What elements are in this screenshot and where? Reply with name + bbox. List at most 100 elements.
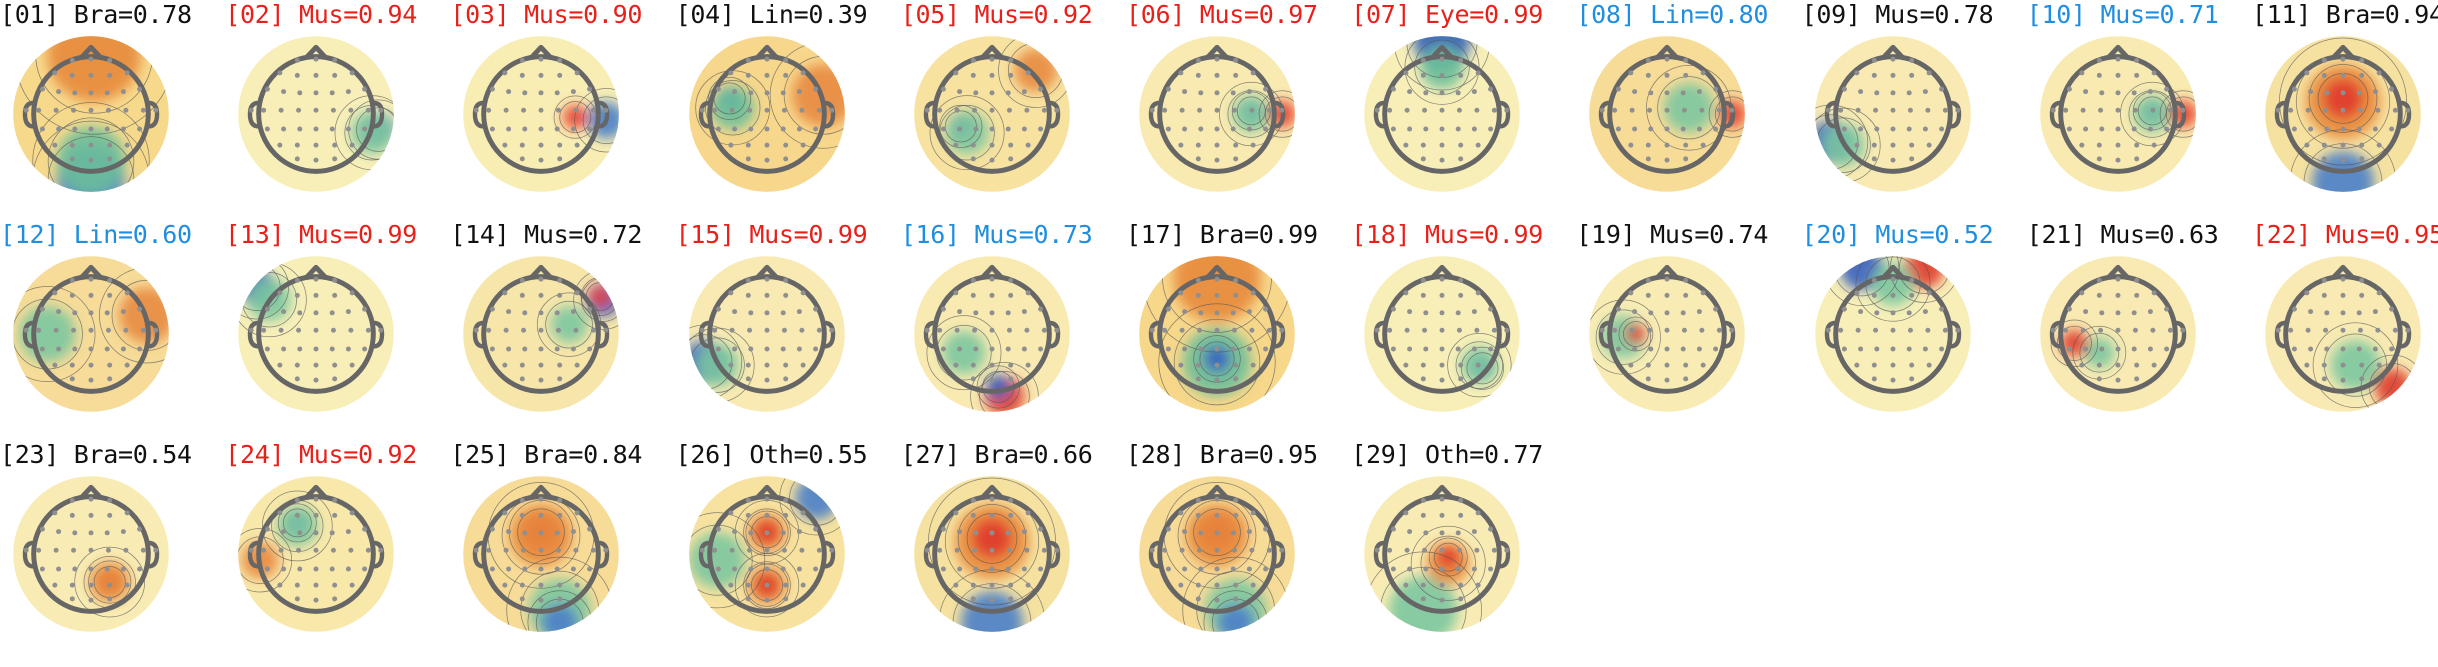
electrode-dot — [1439, 547, 1445, 553]
component-cell: [24] Mus=0.92 — [225, 440, 450, 650]
electrode-dot — [1024, 547, 1030, 553]
electrode-dot — [1488, 566, 1494, 572]
right-ear-outline — [2400, 100, 2412, 129]
electrode-dot — [538, 377, 544, 383]
nose-outline — [980, 264, 1004, 280]
electrode-dot — [153, 327, 159, 333]
component-cell: [27] Bra=0.66 — [901, 440, 1126, 650]
electrode-dot — [1246, 566, 1252, 572]
electrode-dot — [2096, 57, 2102, 63]
electrode-dot — [1616, 306, 1622, 312]
electrode-dot — [490, 86, 496, 92]
electrode-dot — [1681, 126, 1687, 132]
electrode-dot — [924, 107, 930, 113]
electrode-dot — [123, 327, 129, 333]
topomap — [13, 476, 169, 632]
electrode-dot — [1890, 346, 1896, 352]
electrode-dot — [1890, 362, 1896, 368]
nose-outline — [529, 484, 554, 500]
electrode-dot — [796, 309, 802, 315]
electrode-dot — [603, 547, 609, 553]
contour-line — [734, 553, 799, 618]
electrode-dot — [557, 292, 563, 298]
component-label: [16] Mus=0.73 — [900, 220, 1093, 249]
electrode-dot — [1279, 327, 1285, 333]
electrode-dot — [107, 72, 113, 78]
electrode-dot — [989, 530, 995, 536]
electrode-dot — [557, 156, 563, 162]
contour-line — [745, 563, 789, 607]
electrode-dot — [2133, 72, 2139, 78]
electrode-dot — [1938, 126, 1944, 132]
electrode-dot — [973, 310, 979, 316]
electrode-dot — [1005, 346, 1011, 352]
electrode-dot — [265, 346, 271, 352]
activation-blob — [1870, 262, 1915, 306]
electrode-dot — [1853, 362, 1859, 368]
electrode-dot — [107, 277, 113, 283]
electrode-dot — [313, 107, 319, 113]
electrode-dot — [573, 547, 579, 553]
electrode-dot — [1233, 57, 1239, 63]
head-outline — [256, 54, 377, 174]
electrode-dot — [2080, 107, 2086, 113]
electrode-dot — [1646, 277, 1652, 283]
electrode-dot — [1214, 496, 1220, 502]
nose-outline — [1655, 264, 1680, 280]
electrode-dot — [1683, 362, 1689, 368]
electrode-dot — [1455, 530, 1461, 536]
electrode-dot — [1195, 596, 1201, 602]
electrode-dot — [2163, 306, 2169, 312]
electrode-dot — [1825, 327, 1831, 333]
electrode-dot — [970, 596, 976, 602]
electrode-dot — [1457, 107, 1463, 113]
electrode-dot — [731, 566, 737, 572]
electrode-dot — [1664, 157, 1670, 163]
topomap — [913, 256, 1070, 412]
electrode-dot — [1198, 566, 1204, 572]
head-outline — [2057, 54, 2178, 174]
electrode-dot — [989, 126, 995, 132]
activation-blob — [1217, 603, 1255, 632]
electrode-dot — [956, 529, 962, 535]
electrode-dot — [571, 309, 577, 315]
right-ear-outline — [1724, 320, 1736, 349]
electrode-dot — [69, 582, 75, 588]
contour-line — [2165, 96, 2196, 132]
electrode-dot — [474, 107, 480, 113]
electrode-dot — [1214, 597, 1220, 603]
electrode-dot — [88, 512, 94, 518]
electrode-dot — [970, 57, 976, 63]
electrode-dot — [746, 327, 752, 333]
electrode-dot — [1841, 126, 1847, 132]
electrode-dot — [313, 547, 319, 553]
electrode-dot — [556, 547, 562, 553]
electrode-dot — [2359, 72, 2365, 78]
electrode-dot — [1007, 277, 1013, 283]
electrode-dot — [520, 72, 526, 78]
electrode-dot — [2131, 90, 2137, 96]
component-cell: [09] Mus=0.78 — [1802, 0, 2027, 210]
electrode-dot — [1492, 547, 1498, 553]
electrode-dot — [313, 276, 319, 282]
electrode-dot — [349, 582, 355, 588]
head-outline — [1382, 494, 1503, 614]
electrode-dot — [1701, 142, 1707, 148]
electrode-dot — [1458, 142, 1464, 148]
right-ear-outline — [1048, 540, 1061, 569]
electrode-dot — [989, 582, 995, 588]
contour-line — [1158, 303, 1276, 412]
electrode-dot — [764, 107, 770, 113]
electrode-dot — [56, 126, 62, 132]
electrode-dot — [53, 107, 59, 113]
electrode-dot — [2180, 327, 2186, 333]
electrode-dot — [506, 346, 512, 352]
electrode-dot — [124, 142, 130, 148]
electrode-dot — [1871, 376, 1877, 382]
electrode-dot — [1054, 327, 1060, 333]
electrode-dot — [107, 292, 113, 298]
electrode-dot — [1683, 142, 1689, 148]
electrode-dot — [587, 346, 593, 352]
electrode-dot — [1230, 566, 1236, 572]
